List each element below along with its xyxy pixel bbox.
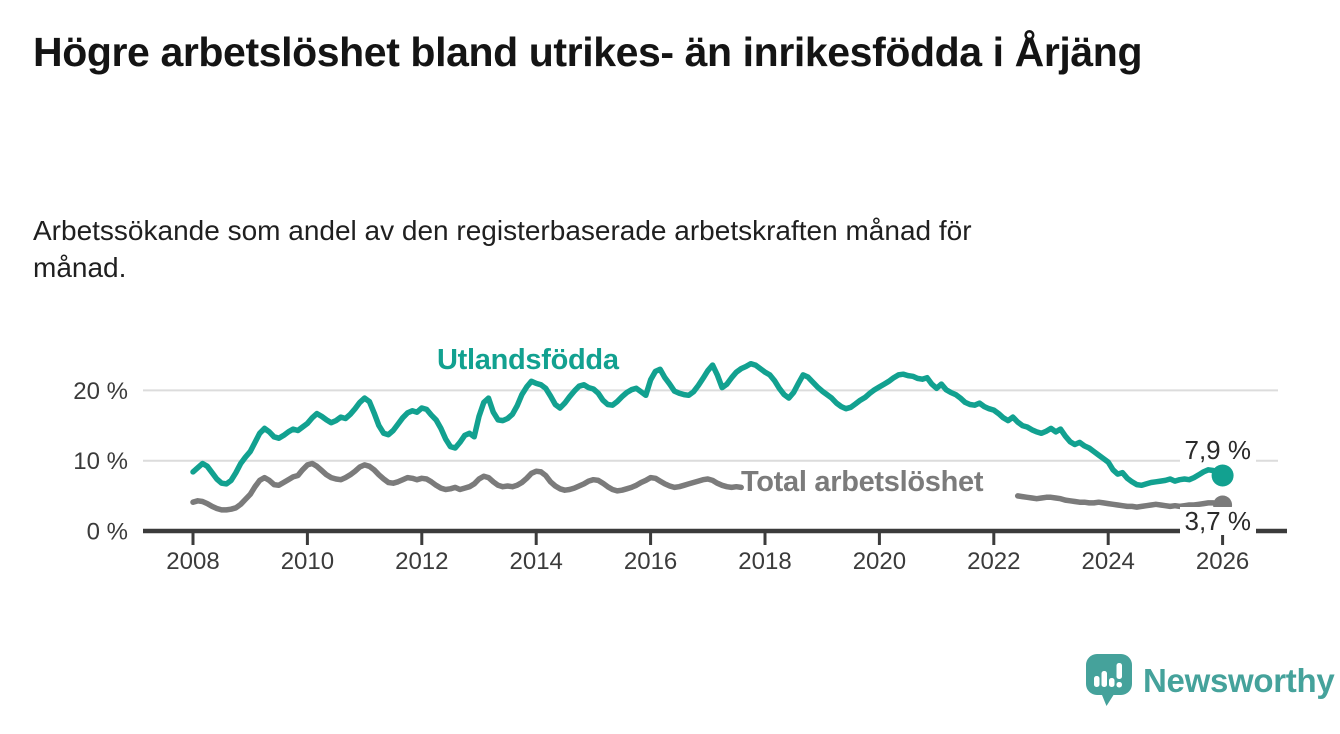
x-tick-label-2018: 2018 [738,548,791,575]
end-value-label-utlandsfodda: 7,9 % [1179,436,1256,464]
y-tick-label-10: 10 % [73,448,128,475]
x-tick-label-2010: 2010 [281,548,334,575]
x-tick-label-2012: 2012 [395,548,448,575]
newsworthy-logo-icon [1086,654,1132,706]
y-tick-label-20: 20 % [73,378,128,405]
series-line-1 [1014,493,1226,510]
newsworthy-logo-text: Newsworthy [1143,661,1335,699]
x-tick-label-2014: 2014 [510,548,563,575]
x-tick-label-2020: 2020 [853,548,906,575]
series-line-1 [190,460,744,513]
series-label-total-arbetsloshet: Total arbetslöshet [741,466,984,498]
end-value-label-total: 3,7 % [1179,507,1256,535]
x-tick-label-2016: 2016 [624,548,677,575]
series-label-utlandsfodda: Utlandsfödda [437,344,619,376]
y-tick-label-0: 0 % [87,519,128,546]
series-end-dot-0 [1211,464,1234,487]
x-tick-label-2022: 2022 [967,548,1020,575]
page-title: Högre arbetslöshet bland utrikes- än inr… [33,29,1143,75]
x-tick-label-2008: 2008 [166,548,219,575]
page-subtitle: Arbetssökande som andel av den registerb… [33,215,972,284]
x-tick-label-2026: 2026 [1196,548,1249,575]
x-tick-label-2024: 2024 [1082,548,1135,575]
series-line-0 [190,360,1226,489]
newsworthy-logo[interactable]: Newsworthy [1086,654,1335,706]
